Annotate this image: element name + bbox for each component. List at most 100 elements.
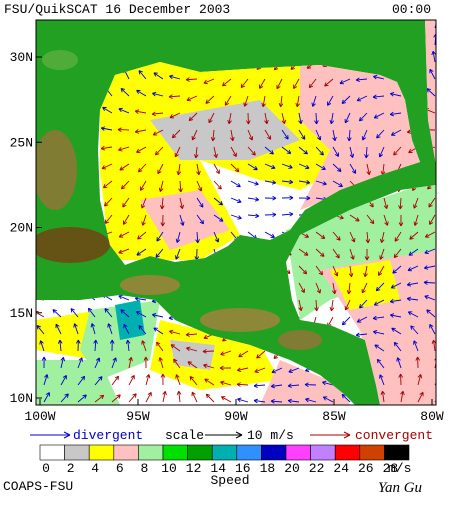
wind-arrow — [400, 390, 405, 403]
wind-arrow — [73, 323, 79, 335]
wind-arrow — [264, 146, 274, 155]
wind-arrow — [120, 180, 130, 190]
colorbar-label: 26 — [358, 461, 374, 476]
wind-arrow — [204, 378, 215, 386]
wind-arrow — [94, 394, 105, 403]
lon-label: 90W — [224, 409, 248, 424]
wind-arrow — [393, 146, 402, 156]
wind-arrow — [264, 231, 275, 238]
wind-arrow — [349, 248, 355, 260]
wind-arrow — [281, 195, 294, 201]
wind-arrow — [60, 356, 65, 369]
wind-arrow — [118, 107, 130, 114]
wind-arrow — [315, 282, 322, 294]
wind-arrow — [174, 146, 181, 158]
lon-label: 95W — [126, 409, 150, 424]
wind-arrow — [298, 299, 303, 312]
wind-arrow — [281, 179, 294, 185]
wind-arrow — [136, 311, 147, 318]
colorbar-label: 8 — [140, 461, 148, 476]
wind-arrow — [253, 383, 266, 388]
wind-arrow — [188, 112, 198, 122]
wind-arrow — [111, 357, 117, 369]
wind-arrow — [327, 95, 334, 106]
wind-arrow — [393, 341, 402, 352]
wind-arrow — [413, 340, 419, 352]
lon-label: 100W — [24, 409, 55, 424]
wind-arrow — [428, 197, 436, 208]
wind-arrow — [315, 231, 326, 240]
wind-arrow — [55, 323, 62, 335]
credit: COAPS-FSU — [3, 479, 73, 494]
wind-arrow — [332, 231, 341, 241]
wind-arrow — [254, 367, 266, 373]
wind-arrow — [341, 95, 351, 105]
wind-arrow — [383, 197, 389, 209]
colorbar-label: 10 — [161, 461, 177, 476]
wind-arrow — [118, 294, 130, 301]
wind-arrow — [208, 112, 215, 124]
wind-arrow — [138, 325, 147, 335]
wind-arrow — [246, 112, 251, 125]
wind-arrow — [102, 180, 113, 189]
wind-arrow — [375, 282, 385, 292]
wind-arrow — [259, 78, 266, 89]
wind-arrow — [364, 248, 370, 261]
wind-arrow — [153, 327, 164, 335]
wind-arrow — [155, 248, 164, 258]
wind-arrow — [123, 323, 130, 335]
wind-arrow — [236, 382, 249, 387]
colorbar-label: 12 — [186, 461, 202, 476]
wind-arrow — [429, 214, 436, 225]
wind-arrow — [361, 129, 368, 141]
wind-arrow — [376, 358, 385, 369]
wind-arrow — [390, 282, 402, 289]
wind-arrow — [169, 74, 181, 80]
colorbar-label: 20 — [284, 461, 300, 476]
colorbar-swatch — [236, 444, 262, 461]
lon-axis: 100W 95W 90W 85W 80W — [24, 399, 444, 424]
wind-arrow — [210, 129, 216, 142]
wind-arrow — [398, 197, 403, 210]
wind-arrow — [247, 180, 259, 186]
wind-arrow — [118, 231, 130, 238]
wind-arrow — [160, 373, 166, 386]
wind-arrow — [426, 88, 436, 97]
wind-arrow — [104, 214, 113, 224]
wind-arrow — [243, 95, 249, 107]
wind-arrow — [373, 299, 385, 306]
wind-arrow — [77, 357, 83, 369]
wind-arrow — [93, 339, 98, 352]
wind-arrow — [111, 375, 120, 386]
wind-arrow — [415, 356, 421, 369]
wind-arrow — [373, 74, 385, 80]
wind-arrow — [295, 95, 300, 108]
wind-arrow — [429, 323, 436, 335]
wind-arrow — [287, 383, 300, 389]
wind-arrow — [213, 197, 223, 206]
legend: divergent scale 10 m/s convergent — [30, 428, 433, 443]
wind-arrow — [151, 313, 164, 318]
wind-arrow — [247, 197, 260, 202]
wind-arrow — [332, 180, 343, 187]
time: 00:00 — [392, 2, 431, 17]
wind-arrow — [261, 95, 266, 108]
wind-arrow — [389, 298, 402, 304]
wind-arrow — [158, 180, 164, 192]
wind-arrow — [100, 145, 113, 151]
wind-arrow — [332, 129, 337, 142]
wind-arrow — [256, 350, 266, 359]
wind-arrow — [332, 265, 339, 277]
wind-arrow — [349, 214, 360, 222]
wind-arrow — [379, 248, 385, 260]
wind-arrow — [175, 374, 181, 386]
wind-arrow — [424, 248, 436, 255]
wind-arrow — [315, 163, 326, 171]
wind-arrow — [230, 180, 241, 188]
wind-arrow — [390, 129, 402, 136]
wind-arrow — [137, 163, 147, 173]
wind-arrow — [270, 399, 283, 404]
wind-arrow — [276, 78, 283, 90]
wind-arrow — [120, 309, 130, 318]
wind-arrow — [298, 129, 306, 140]
